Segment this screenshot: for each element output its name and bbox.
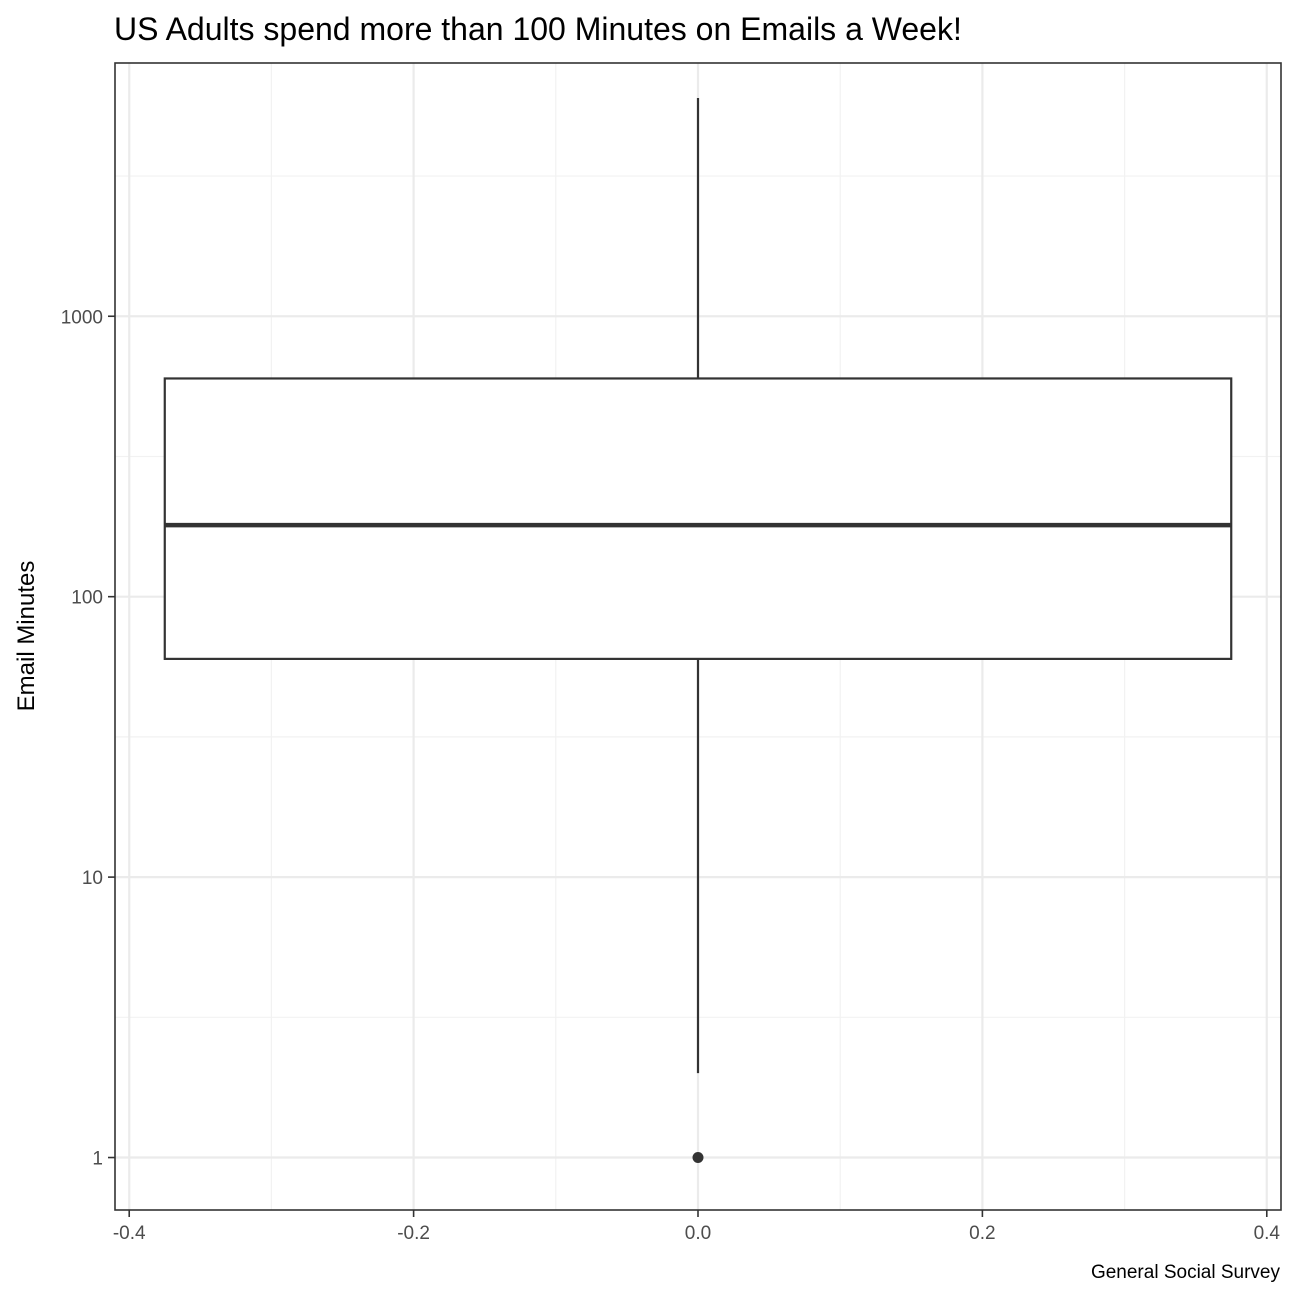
x-tick-label: 0.4: [1254, 1223, 1281, 1244]
y-tick-label: 1000: [61, 307, 103, 328]
x-tick-label: 0.0: [685, 1223, 711, 1244]
y-tick-label: 1: [92, 1149, 103, 1170]
y-axis-title: Email Minutes: [13, 561, 40, 712]
x-tick-label: -0.2: [397, 1223, 430, 1244]
outlier-point: [692, 1152, 704, 1164]
x-tick-label: -0.4: [113, 1223, 146, 1244]
chart-title: US Adults spend more than 100 Minutes on…: [114, 11, 962, 47]
chart-caption: General Social Survey: [1091, 1262, 1281, 1283]
iqr-box: [163, 377, 1233, 660]
y-tick-label: 100: [71, 588, 103, 609]
y-tick-label: 10: [82, 868, 103, 889]
plot-area: -0.4 -0.2 0.0 0.2 0.4 1 10 100 1000: [61, 62, 1282, 1244]
x-tick-label: 0.2: [969, 1223, 995, 1244]
